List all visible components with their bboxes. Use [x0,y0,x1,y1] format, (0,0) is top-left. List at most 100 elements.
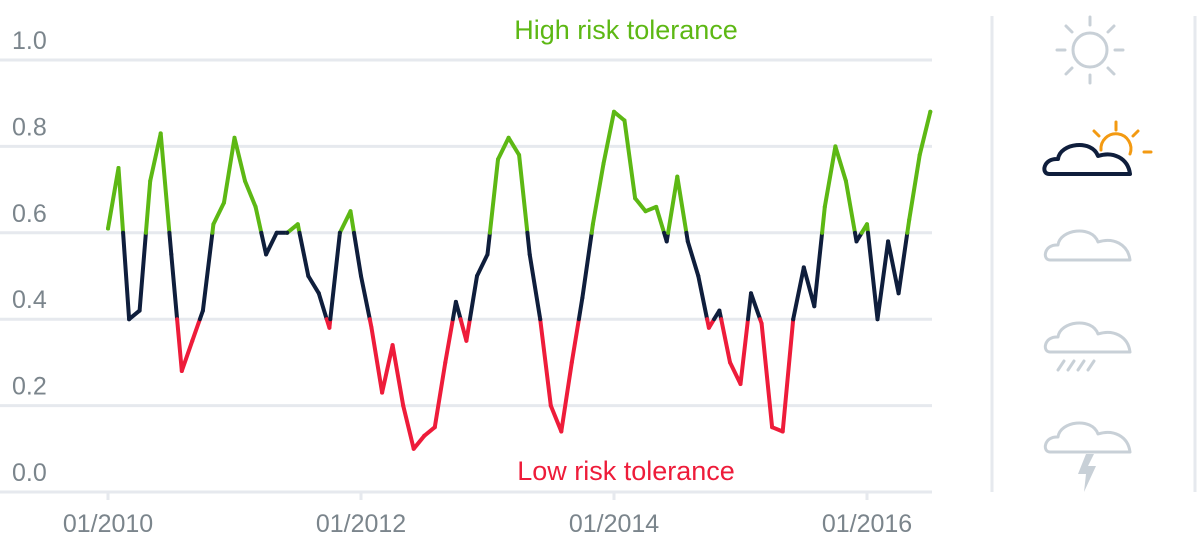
data-point [812,304,817,309]
series-segment-high [905,109,933,235]
storm-cloud-icon [1043,421,1132,492]
data-point [401,403,406,408]
data-point [928,109,933,114]
data-point [169,252,174,257]
y-tick-label: 0.4 [12,286,47,314]
y-tick-label: 1.0 [12,27,47,55]
data-point [200,308,205,313]
series-segment-mid [684,230,710,322]
data-point [179,369,184,373]
series-segment-low [175,317,202,373]
y-axis-ticks: 0.0 0.2 0.4 0.6 0.8 1.0 [12,27,47,487]
x-tick-label: 01/2014 [569,510,659,538]
series-segment-high [337,209,356,235]
data-point [675,174,680,179]
data-point [485,252,490,257]
data-point [411,446,416,451]
x-tick-label: 01/2010 [63,510,153,538]
data-point [316,291,321,296]
data-point [875,317,880,322]
data-point [253,204,258,209]
data-point [780,429,785,434]
data-point [685,239,690,244]
series-segment-mid [467,230,492,322]
series-segment-mid [576,230,594,322]
series-segment-high [820,144,857,235]
data-point [580,295,585,300]
data-point [190,338,195,343]
data-point [148,179,153,183]
data-point [274,230,279,235]
data-point [127,317,132,322]
series-segment-low [367,317,455,451]
data-point [865,222,869,227]
grid-lines [0,58,932,494]
data-point [717,308,722,313]
data-point [664,239,669,244]
data-point [590,222,595,227]
high-risk-label: High risk tolerance [514,15,738,45]
data-point [801,265,806,270]
data-point [854,239,859,244]
data-point [706,325,711,330]
data-point [348,209,353,214]
series-segment-mid [328,230,342,322]
data-point [211,222,216,227]
data-point [158,131,163,136]
data-point [517,153,522,157]
data-point [791,317,796,322]
x-axis-ticks: 01/2010 01/2012 01/2014 01/2016 [63,492,912,538]
y-tick-label: 0.6 [12,200,47,228]
data-point [232,135,237,140]
data-point [749,291,753,296]
rain-cloud-icon [1043,321,1132,372]
series-segment-high [210,135,264,235]
cloud-icon [1043,229,1132,262]
sun-cloud-icon [1042,120,1153,176]
data-point [633,196,638,201]
data-point [453,299,458,304]
data-point [527,252,532,257]
data-point [295,222,300,227]
series-segment-mid [259,230,290,257]
series-segment-high [666,174,689,235]
y-tick-label: 0.2 [12,373,47,401]
series-segment-mid [297,230,329,322]
data-point [612,109,616,114]
data-point [137,308,142,313]
low-risk-label: Low risk tolerance [517,456,735,486]
y-tick-label: 0.8 [12,113,47,141]
data-point [422,433,427,438]
data-point [306,274,311,278]
risk-tolerance-series [106,109,933,451]
data-point [843,179,848,183]
data-point [443,360,448,365]
data-point [369,325,374,330]
data-point [559,429,564,434]
data-point [222,200,226,205]
series-segment-low [758,317,796,434]
data-point [907,217,912,222]
series-segment-mid [866,230,910,322]
series-segment-high [143,131,172,235]
data-point [569,360,574,365]
series-segment-low [458,317,472,343]
data-point [654,204,659,209]
data-point [106,226,110,231]
data-point [738,382,743,386]
data-point [327,325,332,330]
data-point [475,274,479,278]
data-point [886,239,891,244]
data-point [432,425,437,430]
data-point [770,425,775,430]
series-segment-high [589,109,667,235]
series-segment-mid [791,230,825,322]
series-segment-low [538,317,581,434]
series-segment-mid [121,230,148,322]
data-point [506,135,511,140]
data-point [496,157,500,162]
data-point [696,274,701,278]
sun-icon [1055,15,1125,85]
data-point [337,230,342,235]
